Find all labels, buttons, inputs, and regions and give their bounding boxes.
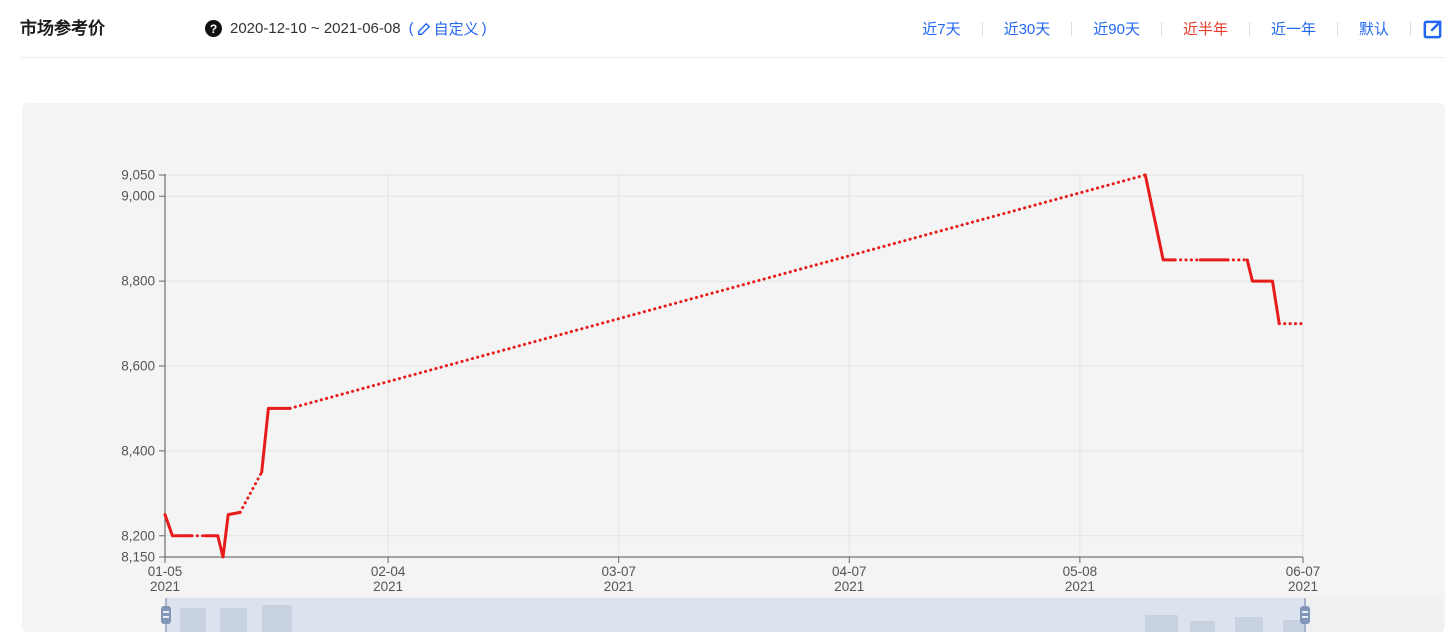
tab-separator [1410,21,1411,36]
datazoom-shadow-block [180,608,206,632]
help-icon[interactable]: ? [205,20,222,37]
datazoom-shadow-block [1283,620,1305,632]
datazoom-slider[interactable] [22,598,1445,632]
range-tab-5[interactable]: 近一年 [1270,21,1316,38]
page-title: 市场参考价 [20,19,105,38]
x-tick-label: 02-04 2021 [371,564,406,594]
x-tick-label: 01-05 2021 [148,564,183,594]
x-tick-label: 03-07 2021 [601,564,636,594]
external-link-icon [1423,20,1441,38]
datazoom-shadow-block [1235,617,1263,632]
y-tick-label: 8,600 [121,359,155,374]
datazoom-shadow-block [1145,615,1178,632]
range-tab-4[interactable]: 近半年 [1182,21,1228,38]
date-range-group: ? 2020-12-10 ~ 2021-06-08 ( 自定义 ) [205,0,487,57]
price-line-solid [1245,258,1281,326]
range-tab-3[interactable]: 近90天 [1093,21,1140,38]
price-line-solid [163,513,194,538]
price-line-dotted [238,470,264,514]
price-line-solid [203,510,242,559]
y-tick-label: 8,200 [121,528,155,543]
range-tab-2[interactable]: 近30天 [1003,21,1051,38]
tab-separator [1071,21,1073,36]
y-tick-label: 9,050 [121,168,155,183]
y-tick-label: 9,000 [121,189,155,204]
datazoom-shadow-block [262,605,292,632]
range-tab-6[interactable]: 默认 [1358,21,1389,38]
y-tick-label: 8,800 [121,274,155,289]
datazoom-shadow-block [220,608,247,632]
header: 市场参考价 ? 2020-12-10 ~ 2021-06-08 ( 自定义 ) … [0,0,1455,57]
edit-pencil-icon [417,22,430,35]
date-range: 2020-12-10 ~ 2021-06-08 [230,20,401,37]
x-tick-label: 06-07 2021 [1286,564,1321,594]
custom-suffix: ) [481,20,487,37]
header-divider [20,57,1445,58]
x-tick-label: 05-08 2021 [1063,564,1098,594]
datazoom-left-handle[interactable] [161,598,171,632]
price-line-solid [260,406,292,474]
datazoom-handle-grip[interactable] [161,606,171,624]
chart-card: 9,050 9,000 8,800 8,600 8,400 8,200 8,150 01-05… [22,103,1445,632]
y-tick-label: 8,150 [121,550,155,565]
custom-prefix: ( [408,20,414,37]
range-tab-1[interactable]: 近7天 [922,21,961,38]
datazoom-handle-grip[interactable] [1300,606,1310,624]
custom-range-link[interactable]: ( 自定义 ) [409,18,487,39]
custom-label: 自定义 [433,21,479,38]
range-tabs: 近7天 近30天 近90天 近半年 近一年 默认 [901,0,1411,57]
tab-separator [1336,21,1338,36]
price-line-dotted [288,173,1147,410]
tab-separator [981,21,983,36]
tab-separator [1248,21,1250,36]
x-tick-label: 04-07 2021 [832,564,867,594]
datazoom-shadow-block [1190,621,1215,632]
y-tick-label: 8,400 [121,443,155,458]
tab-separator [1160,21,1162,36]
price-trend-chart: 9,050 9,000 8,800 8,600 8,400 8,200 8,15001-05… [121,168,1321,595]
external-link-button[interactable] [1419,16,1445,42]
datazoom-right-handle[interactable] [1300,598,1310,632]
datazoom-window[interactable] [166,598,1305,632]
price-line-solid [1143,173,1177,262]
